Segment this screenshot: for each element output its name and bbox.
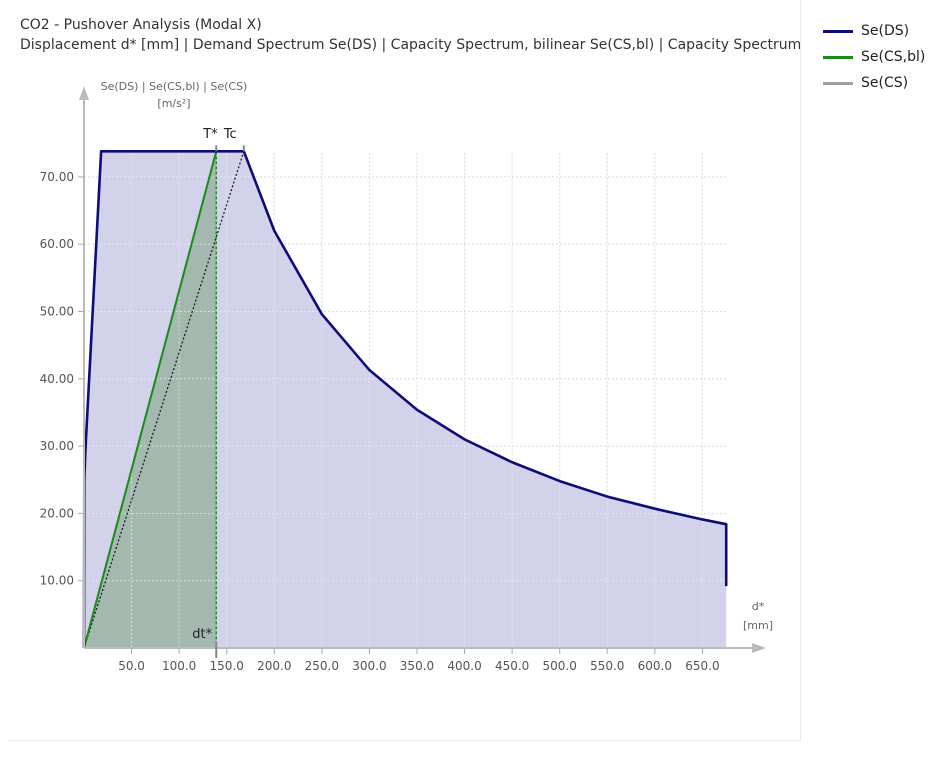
y-tick-label: 40.00 <box>40 372 74 386</box>
chart-plot: 50.0 100.0 150.0 200.0 250.0 300.0 350.0 400.0 4… <box>40 80 773 673</box>
y-tick-label: 60.00 <box>40 237 74 251</box>
x-tick-label: 250.0 <box>305 659 339 673</box>
x-tick-label: 100.0 <box>162 659 196 673</box>
chart-subtitle-text: Displacement d* [mm] | Demand Spectrum S… <box>20 37 801 53</box>
demand-period-line <box>83 151 245 649</box>
x-tick-label: 400.0 <box>447 659 481 673</box>
legend-label: Se(DS) <box>861 23 910 39</box>
x-axis-label: d* <box>752 600 765 613</box>
x-tick-label: 150.0 <box>210 659 244 673</box>
chart-title: CO2 - Pushover Analysis (Modal X) <box>20 17 262 33</box>
x-tick-label: 450.0 <box>495 659 529 673</box>
x-tick-label: 200.0 <box>257 659 291 673</box>
d-t-star-label: dt* <box>192 627 212 642</box>
y-tick-label: 30.00 <box>40 439 74 453</box>
y-tick-label: 70.00 <box>40 170 74 184</box>
x-tick-label: 500.0 <box>543 659 577 673</box>
y-tick-label: 50.00 <box>40 305 74 319</box>
y-axis-label: Se(DS) | Se(CS,bl) | Se(CS) <box>101 80 248 93</box>
legend-swatch <box>823 29 853 33</box>
x-tick-label: 550.0 <box>590 659 624 673</box>
y-tick-label: 20.00 <box>40 506 74 520</box>
demand-spectrum-area <box>84 151 727 649</box>
chart-panel: CO2 - Pushover Analysis (Modal X) Displa… <box>8 0 801 741</box>
x-tick-label: 650.0 <box>685 659 719 673</box>
legend-item[interactable]: Se(DS) <box>823 18 925 44</box>
x-tick-label: 600.0 <box>638 659 672 673</box>
x-axis-arrow <box>752 643 766 653</box>
y-tick-label: 10.00 <box>40 574 74 588</box>
legend: Se(DS) Se(CS,bl) Se(CS) <box>823 18 925 96</box>
legend-item[interactable]: Se(CS) <box>823 70 925 96</box>
x-tick-label: 50.0 <box>118 659 145 673</box>
x-axis-unit: [mm] <box>743 619 773 632</box>
y-axis-unit: [m/s²] <box>157 97 190 110</box>
capacity-bilinear-line <box>83 151 218 649</box>
legend-label: Se(CS) <box>861 75 909 91</box>
legend-label: Se(CS,bl) <box>861 49 926 65</box>
legend-swatch <box>823 55 853 59</box>
x-tick-label: 350.0 <box>400 659 434 673</box>
chart-subtitle: Displacement d* [mm] | Demand Spectrum S… <box>20 37 801 53</box>
demand-spectrum-line <box>82 150 728 649</box>
x-tick-label: 300.0 <box>352 659 386 673</box>
legend-item[interactable]: Se(CS,bl) <box>823 44 925 70</box>
legend-swatch <box>823 81 853 85</box>
y-axis-arrow <box>79 86 89 100</box>
t-star-label: T* <box>202 127 218 142</box>
t-c-label: Tc <box>223 127 237 142</box>
